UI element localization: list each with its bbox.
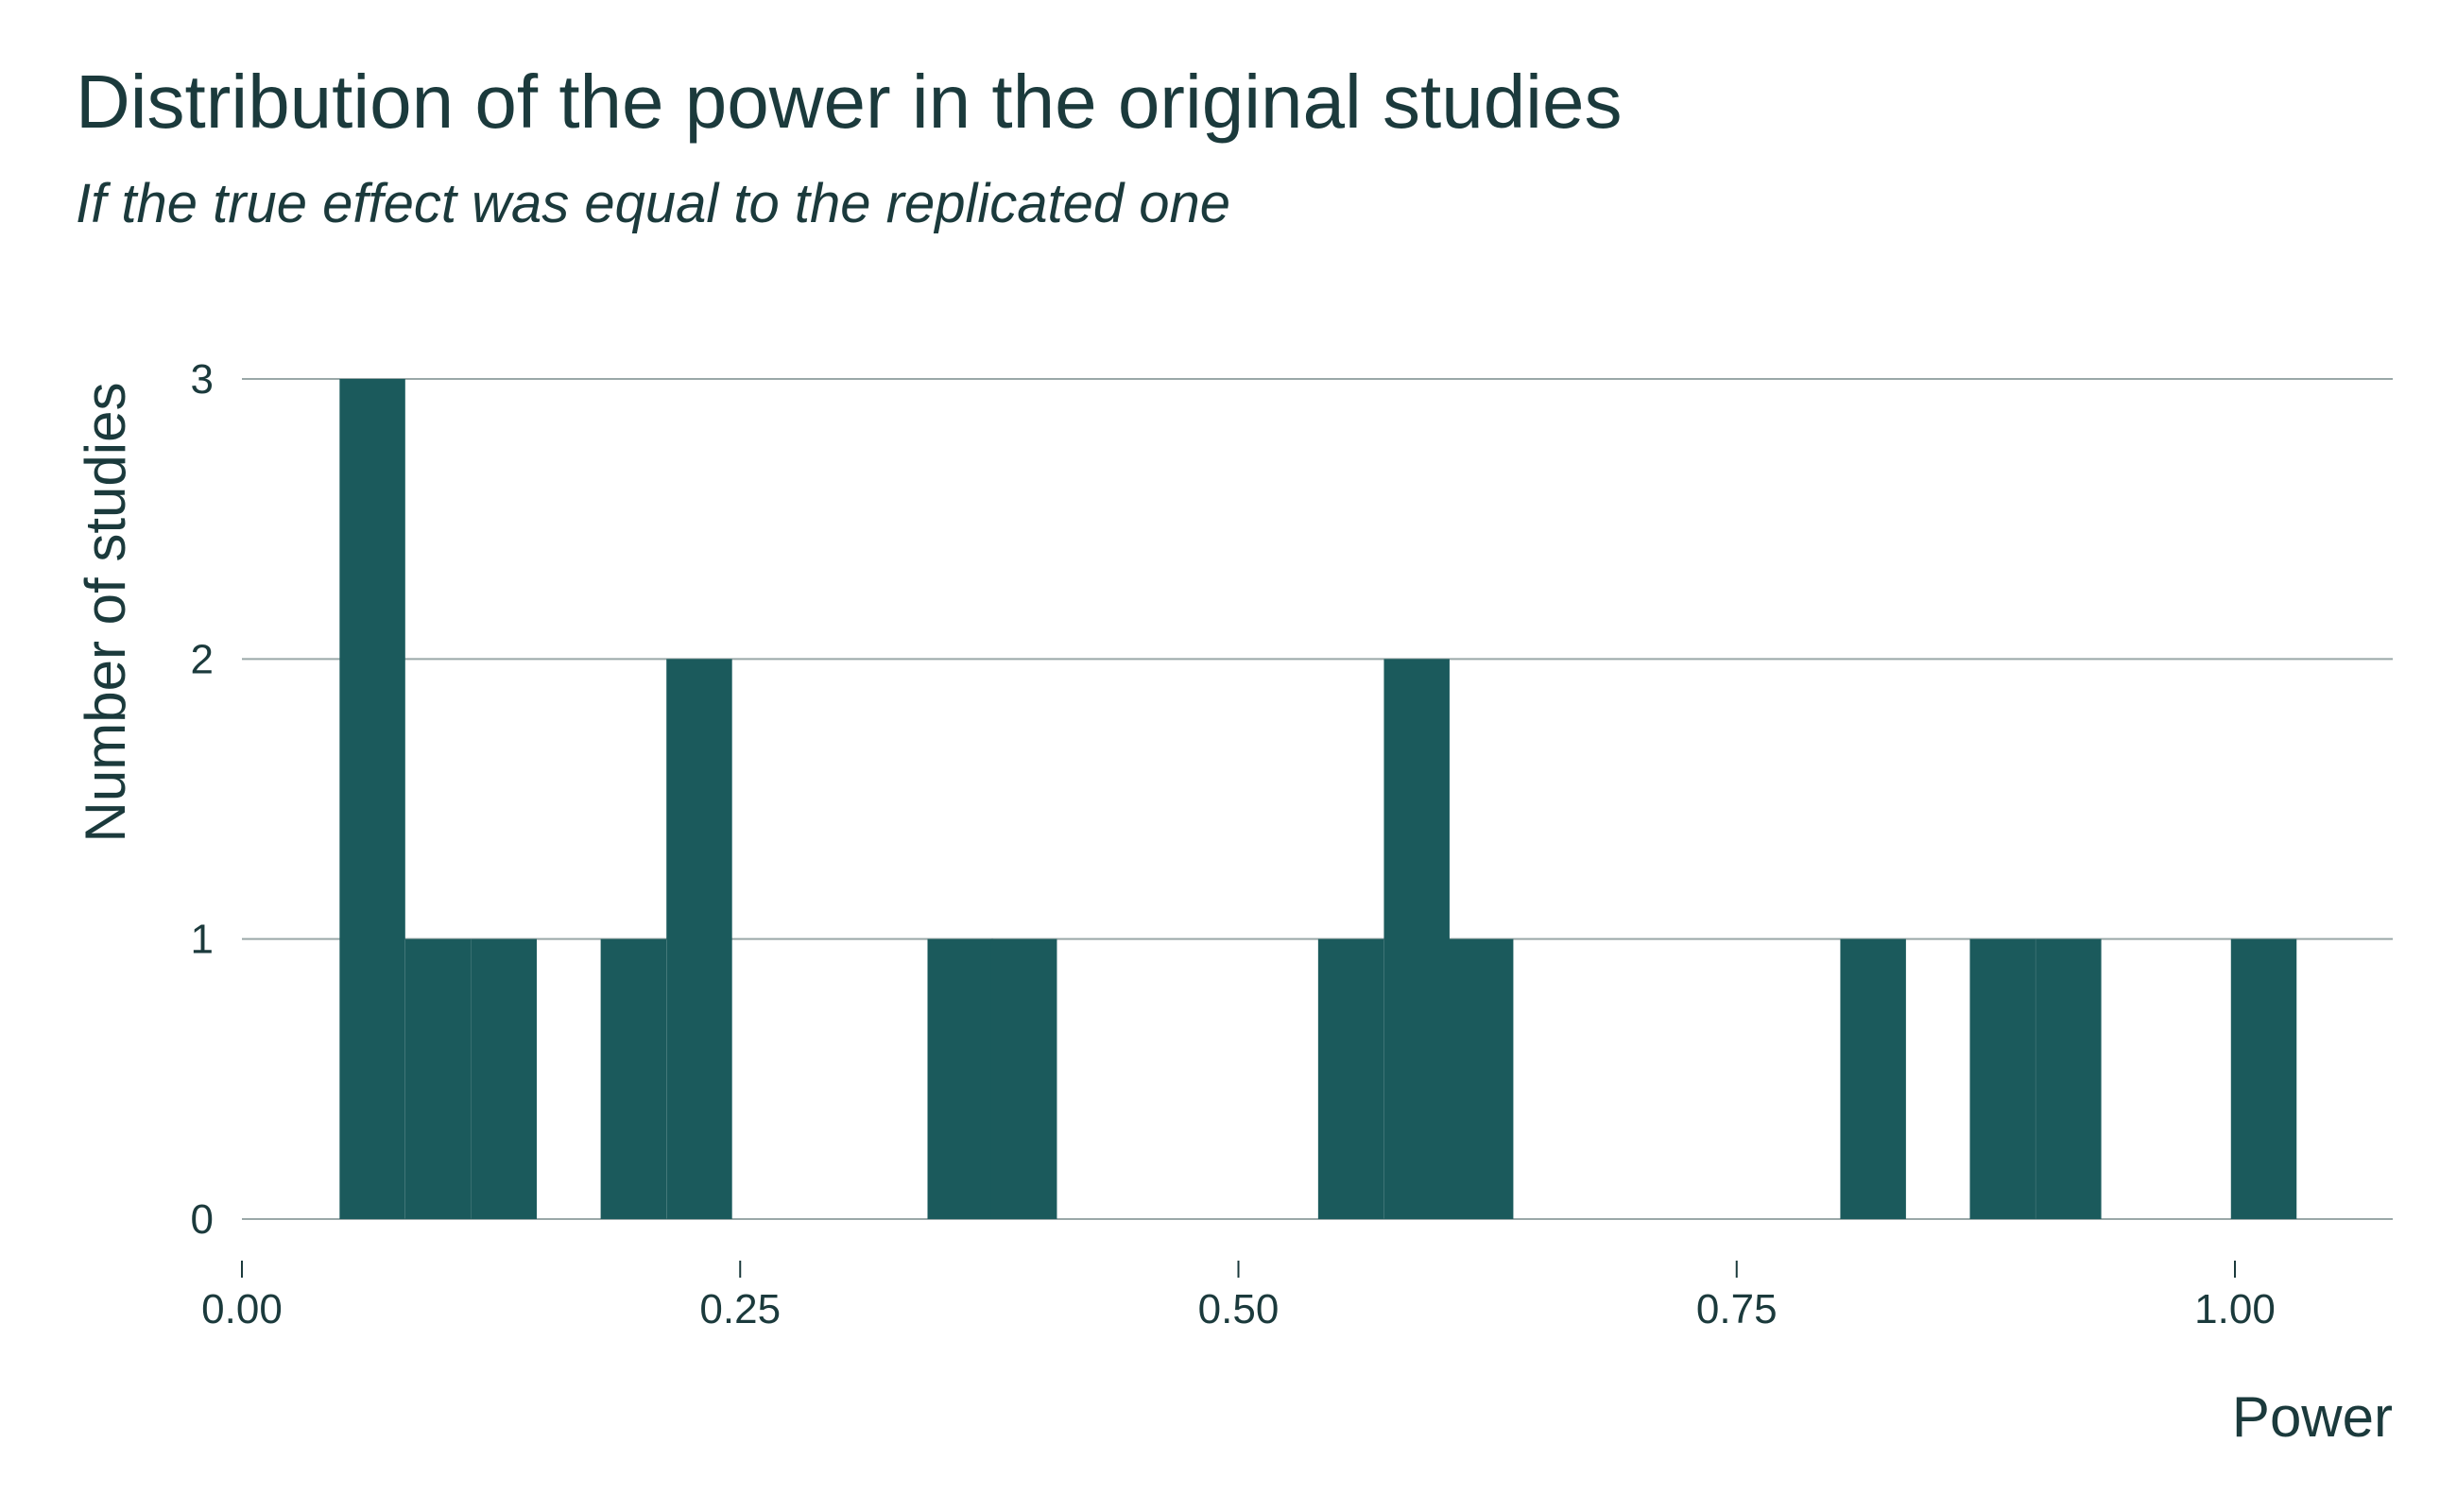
y-tick-label: 1 — [191, 917, 214, 963]
histogram-bar-7 — [1317, 938, 1384, 1219]
histogram-bar-12 — [2036, 938, 2102, 1219]
y-tick-label: 0 — [191, 1196, 214, 1243]
x-tick-label: 0.00 — [201, 1286, 283, 1332]
histogram-bar-9 — [1447, 938, 1514, 1219]
y-tick-label: 2 — [191, 636, 214, 682]
histogram-bar-3 — [600, 938, 667, 1219]
y-axis-title: Number of studies — [74, 383, 137, 843]
histogram-bar-1 — [404, 938, 472, 1219]
histogram-bars — [339, 379, 2297, 1219]
histogram-bar-6 — [990, 938, 1057, 1219]
histogram-bar-2 — [471, 938, 537, 1219]
y-tick-label: 3 — [191, 356, 214, 403]
histogram-bar-8 — [1383, 659, 1450, 1219]
x-tick-label: 0.50 — [1198, 1286, 1280, 1332]
x-tick-label: 0.75 — [1696, 1286, 1778, 1332]
histogram-bar-0 — [339, 379, 405, 1219]
histogram-bar-4 — [666, 659, 732, 1219]
x-tick-label: 1.00 — [2194, 1286, 2276, 1332]
histogram-bar-13 — [2230, 938, 2297, 1219]
histogram-bar-5 — [927, 938, 993, 1219]
y-axis-ticks: 0 1 2 3 — [191, 356, 214, 1243]
chart-subtitle: If the true effect was equal to the repl… — [76, 173, 1230, 234]
histogram-bar-11 — [1969, 938, 2036, 1219]
histogram-bar-10 — [1840, 938, 1906, 1219]
chart-title: Distribution of the power in the origina… — [76, 60, 1623, 144]
x-axis-ticks: 0.00 0.25 0.50 0.75 1.00 — [201, 1261, 2276, 1332]
x-tick-label: 0.25 — [699, 1286, 781, 1332]
x-axis-title: Power — [2232, 1385, 2393, 1449]
